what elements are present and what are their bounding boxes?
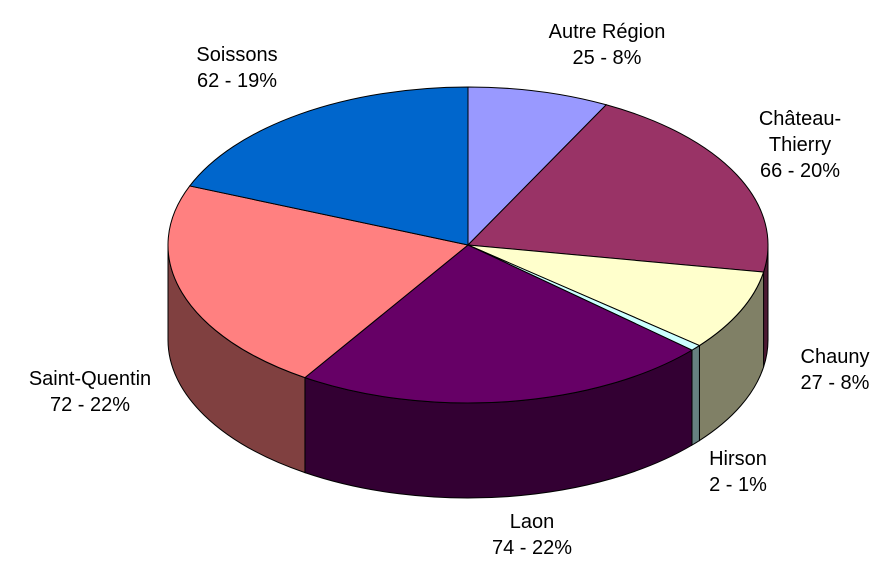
slice-value: 27 - 8% [800,372,870,394]
slice [467,244,765,347]
slice-name: Château-Thierry [758,108,842,156]
slice [188,86,469,246]
slice [303,244,694,404]
slice [467,86,608,247]
slice-value: 62 - 19% [196,70,278,92]
slice-label: Hirson 2 - 1% [688,446,788,498]
slice-name: Chauny [800,346,870,368]
slice-name: Laon [509,511,555,533]
slice-value: 72 - 22% [49,394,131,416]
slice [466,104,769,273]
slice-name: Saint-Quentin [28,368,152,390]
slice [167,185,470,379]
slice-name: Hirson [709,448,767,470]
slice-value: 74 - 22% [491,537,573,559]
slice-value: 2 - 1% [709,474,767,496]
slice-label: Château-Thierry 66 - 20% [745,106,855,184]
slice-label: Autre Région 25 - 8% [507,19,707,71]
slice-name: Autre Région [548,21,666,43]
slice-label: Soissons 62 - 19% [167,42,307,94]
slice-label: Saint-Quentin 72 - 22% [0,366,180,418]
slice-side [691,344,700,446]
slice-value: 25 - 8% [572,47,642,69]
slice-label: Laon 74 - 22% [472,509,592,561]
slice-value: 66 - 20% [759,160,841,182]
slice-name: Soissons [196,44,278,66]
slice-label: Chauny 27 - 8% [775,344,883,396]
